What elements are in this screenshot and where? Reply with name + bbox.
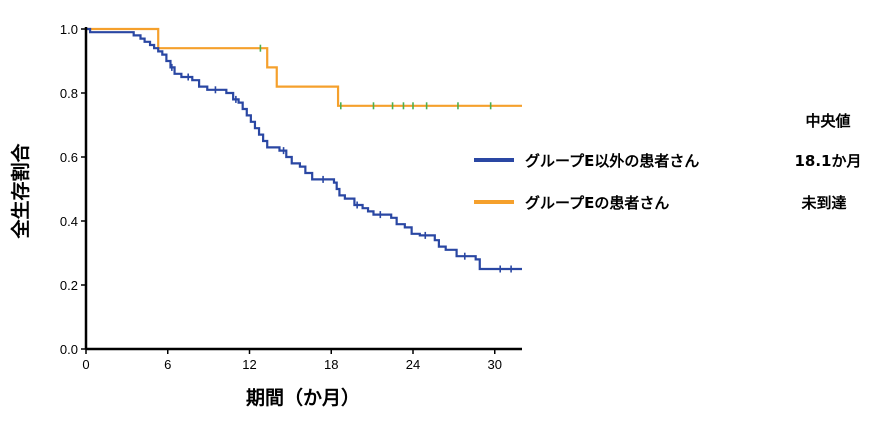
x-tick-label-4: 24 — [406, 357, 420, 372]
median-value-other: 18.1か月 — [794, 152, 861, 170]
x-axis-title: 期間（か月） — [246, 386, 360, 409]
median-header: 中央値 — [805, 112, 850, 130]
median-value-group-e: 未到達 — [800, 194, 846, 212]
y-tick-label-3: 0.6 — [60, 150, 78, 165]
y-tick-label-4: 0.8 — [60, 86, 78, 101]
series-line-1 — [86, 27, 522, 107]
y-tick-label-1: 0.2 — [60, 278, 78, 293]
series-line-0 — [86, 27, 522, 271]
axes: 0 6 12 18 24 30 0.0 0.2 0.4 0.6 0.8 1.0 — [60, 22, 522, 372]
legend-label-group-e: グループEの患者さん — [525, 194, 669, 212]
y-tick-label-5: 1.0 — [60, 22, 78, 37]
y-axis-title: 全生存割合 — [9, 143, 32, 240]
y-tick-label-2: 0.4 — [60, 214, 78, 229]
x-tick-label-0: 0 — [82, 357, 89, 372]
x-tick-label-5: 30 — [488, 357, 502, 372]
plot-area — [86, 27, 522, 273]
legend-label-other: グループE以外の患者さん — [525, 152, 699, 170]
x-tick-label-3: 18 — [324, 357, 338, 372]
y-tick-label-0: 0.0 — [60, 342, 78, 357]
x-tick-label-2: 12 — [242, 357, 256, 372]
x-tick-label-1: 6 — [164, 357, 171, 372]
